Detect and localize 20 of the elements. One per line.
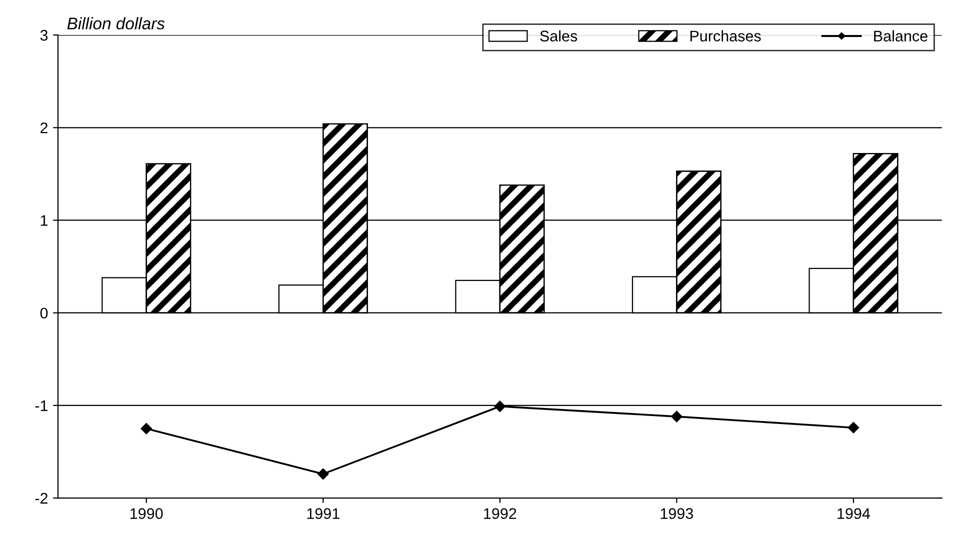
legend-label: Purchases <box>690 30 761 42</box>
y-tick-label: 1 <box>40 215 48 226</box>
legend-label: Balance <box>874 30 928 42</box>
y-tick-label: 3 <box>40 30 48 41</box>
x-tick-label: 1994 <box>838 508 870 519</box>
x-tick-label: 1991 <box>307 508 340 519</box>
point <box>318 468 329 480</box>
y-tick-label: -1 <box>35 400 48 411</box>
x-tick-label: 1992 <box>484 508 516 519</box>
y-tick-label: -2 <box>35 492 48 504</box>
point <box>140 422 152 434</box>
point <box>671 410 682 422</box>
y-tick-label: 0 <box>40 308 48 319</box>
x-tick-label: 1990 <box>130 508 163 519</box>
legend-label: Sales <box>540 30 578 42</box>
x-tick-label: 1993 <box>660 508 694 519</box>
y-tick-label: 2 <box>40 122 48 134</box>
y-axis-title: Billion dollars <box>67 17 165 30</box>
point <box>848 422 860 434</box>
point <box>494 400 506 412</box>
